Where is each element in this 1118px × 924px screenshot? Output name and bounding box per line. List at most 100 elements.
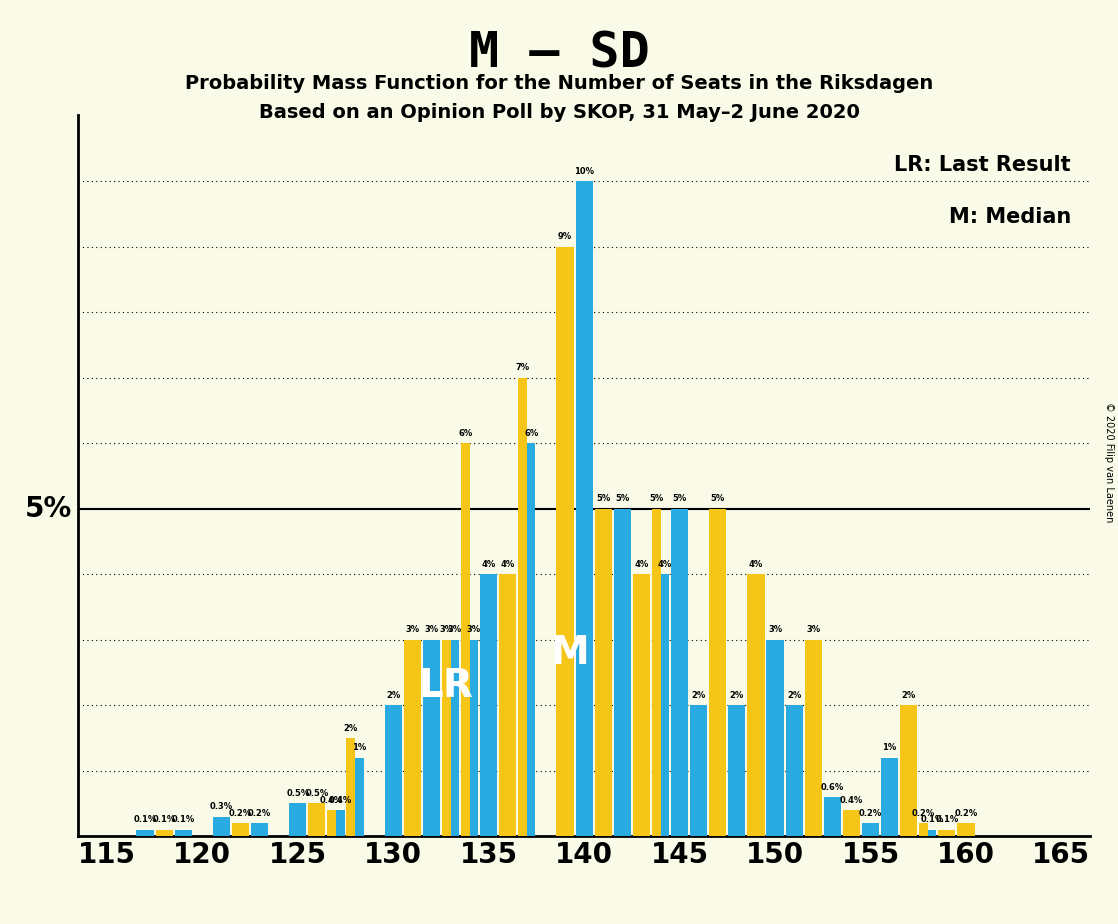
Bar	[174, 830, 192, 836]
Bar	[404, 639, 421, 836]
Bar	[767, 639, 784, 836]
Bar	[938, 830, 956, 836]
Text: 0.4%: 0.4%	[329, 796, 352, 805]
Text: LR: LR	[419, 667, 474, 705]
Text: 0.1%: 0.1%	[920, 815, 944, 824]
Text: 3%: 3%	[806, 626, 821, 635]
Bar	[843, 810, 860, 836]
Bar	[385, 705, 401, 836]
Bar	[328, 810, 337, 836]
Text: 0.1%: 0.1%	[152, 815, 176, 824]
Text: 0.2%: 0.2%	[248, 808, 272, 818]
Text: 1%: 1%	[882, 743, 897, 752]
Text: 5%: 5%	[650, 494, 663, 504]
Text: 4%: 4%	[657, 560, 672, 569]
Text: 10%: 10%	[575, 166, 594, 176]
Text: 0.1%: 0.1%	[936, 815, 958, 824]
Bar	[290, 804, 306, 836]
Bar	[709, 508, 727, 836]
Text: 0.2%: 0.2%	[859, 808, 882, 818]
Text: 9%: 9%	[558, 232, 572, 241]
Text: 0.6%: 0.6%	[821, 783, 844, 792]
Text: 0.4%: 0.4%	[840, 796, 863, 805]
Text: 3%: 3%	[439, 626, 453, 635]
Text: 4%: 4%	[634, 560, 648, 569]
Text: 2%: 2%	[386, 691, 400, 700]
Bar	[633, 574, 650, 836]
Text: 4%: 4%	[482, 560, 495, 569]
Bar	[862, 823, 879, 836]
Bar	[690, 705, 708, 836]
Text: Based on an Opinion Poll by SKOP, 31 May–2 June 2020: Based on an Opinion Poll by SKOP, 31 May…	[258, 103, 860, 123]
Text: 0.2%: 0.2%	[912, 808, 935, 818]
Text: 1%: 1%	[352, 743, 367, 752]
Bar	[519, 378, 527, 836]
Text: 6%: 6%	[524, 429, 538, 438]
Text: LR: Last Result: LR: Last Result	[894, 155, 1071, 175]
Text: 0.2%: 0.2%	[229, 808, 253, 818]
Bar	[661, 574, 669, 836]
Text: 0.5%: 0.5%	[286, 789, 310, 798]
Bar	[231, 823, 249, 836]
Text: 5%: 5%	[26, 494, 73, 523]
Bar	[470, 639, 479, 836]
Text: 2%: 2%	[787, 691, 802, 700]
Bar	[337, 810, 344, 836]
Text: 6%: 6%	[458, 429, 473, 438]
Bar	[824, 796, 841, 836]
Bar	[356, 758, 363, 836]
Bar	[614, 508, 631, 836]
Bar	[928, 830, 937, 836]
Text: 3%: 3%	[467, 626, 481, 635]
Text: 0.3%: 0.3%	[210, 802, 233, 811]
Text: 5%: 5%	[615, 494, 629, 504]
Text: © 2020 Filip van Laenen: © 2020 Filip van Laenen	[1105, 402, 1114, 522]
Text: 2%: 2%	[343, 723, 358, 733]
Bar	[451, 639, 459, 836]
Text: 4%: 4%	[501, 560, 515, 569]
Text: 0.4%: 0.4%	[320, 796, 343, 805]
Bar	[423, 639, 440, 836]
Text: 3%: 3%	[406, 626, 419, 635]
Bar	[576, 181, 593, 836]
Text: M: M	[550, 635, 589, 673]
Bar	[881, 758, 898, 836]
Text: 2%: 2%	[901, 691, 916, 700]
Bar	[347, 738, 356, 836]
Text: M – SD: M – SD	[468, 30, 650, 78]
Text: 2%: 2%	[692, 691, 705, 700]
Bar	[309, 804, 325, 836]
Bar	[652, 508, 661, 836]
Bar	[595, 508, 612, 836]
Text: 3%: 3%	[768, 626, 783, 635]
Text: 3%: 3%	[447, 626, 462, 635]
Bar	[480, 574, 498, 836]
Text: 7%: 7%	[515, 363, 530, 372]
Bar	[527, 444, 536, 836]
Text: 2%: 2%	[730, 691, 743, 700]
Bar	[155, 830, 173, 836]
Bar	[136, 830, 153, 836]
Text: Probability Mass Function for the Number of Seats in the Riksdagen: Probability Mass Function for the Number…	[184, 74, 934, 93]
Bar	[786, 705, 803, 836]
Bar	[900, 705, 917, 836]
Bar	[671, 508, 689, 836]
Bar	[461, 444, 470, 836]
Text: M: Median: M: Median	[949, 207, 1071, 227]
Bar	[252, 823, 268, 836]
Bar	[212, 817, 230, 836]
Text: 0.2%: 0.2%	[955, 808, 977, 818]
Text: 0.5%: 0.5%	[305, 789, 329, 798]
Bar	[919, 823, 928, 836]
Text: 5%: 5%	[596, 494, 610, 504]
Text: 5%: 5%	[711, 494, 724, 504]
Text: 3%: 3%	[425, 626, 438, 635]
Bar	[957, 823, 975, 836]
Text: 5%: 5%	[673, 494, 686, 504]
Bar	[805, 639, 822, 836]
Bar	[500, 574, 517, 836]
Bar	[747, 574, 765, 836]
Bar	[728, 705, 746, 836]
Text: 0.1%: 0.1%	[133, 815, 157, 824]
Text: 4%: 4%	[749, 560, 764, 569]
